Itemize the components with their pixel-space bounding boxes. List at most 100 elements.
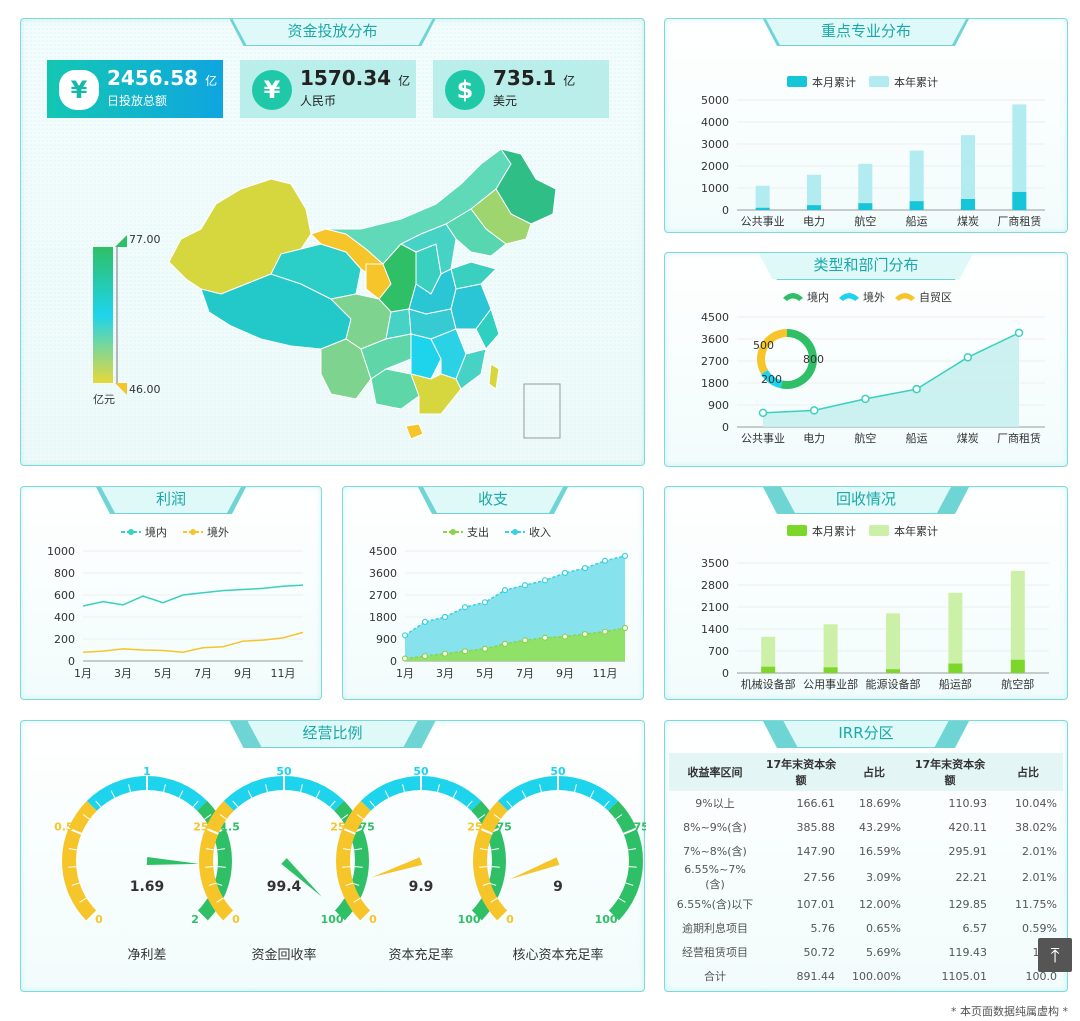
gauge-tick <box>506 800 513 808</box>
gauge-tick <box>369 800 376 808</box>
gauge-band <box>199 800 234 922</box>
y-tick-label: 3600 <box>369 567 397 580</box>
x-tick-label: 电力 <box>803 215 825 228</box>
gauge-tick <box>479 848 488 851</box>
bar-year <box>886 613 900 673</box>
irr-cell: 5.69% <box>866 945 901 959</box>
bar-month <box>1010 659 1025 673</box>
profit-chart: 境内 境外 0 200 400 600 800 1000 1月 3月 5月 7月 9月 11月 <box>47 525 304 680</box>
gauge-tick <box>623 827 637 835</box>
x-tick-label: 7月 <box>516 667 534 680</box>
funds-panel-title: 资金投放分布 <box>232 19 432 45</box>
y-tick-label: 5000 <box>701 94 729 107</box>
irr-panel-title: IRR分区 <box>783 721 948 747</box>
arrow-up-icon: ⤒ <box>1050 943 1060 967</box>
irr-row: 逾期利息项目 5.76 0.65% 6.57 0.59% <box>669 916 1063 940</box>
region-shandong <box>450 261 497 290</box>
gauge-pointer <box>509 857 560 880</box>
bar-year <box>961 135 975 210</box>
y-tick-label: 700 <box>708 645 729 658</box>
irr-cell: 11.75% <box>1015 897 1057 911</box>
irr-header: 17年末资本余额 <box>907 753 993 791</box>
bar-year <box>755 185 770 210</box>
irr-table: 收益率区间 17年末资本余额 占比 17年末资本余额 占比 9%以上 166.61… <box>669 753 1063 988</box>
irr-cell: 1105.01 <box>941 969 988 983</box>
gauge-tick-label: 50 <box>413 765 429 778</box>
gauge-tick <box>437 784 440 793</box>
gauge-tick <box>384 790 390 798</box>
area-fill <box>763 332 1019 427</box>
data-point <box>521 637 529 644</box>
gauge-band <box>336 800 371 922</box>
gauge-tick <box>615 814 623 820</box>
x-tick-label: 3月 <box>436 667 454 680</box>
dept-panel-title: 类型和部门分布 <box>758 253 973 279</box>
irr-cell: 2.01% <box>1022 871 1057 884</box>
irr-cell: 3.09% <box>866 871 901 884</box>
y-tick-label: 1000 <box>701 182 729 195</box>
stat-usd-value: 735.1 <box>493 66 557 90</box>
data-point <box>441 613 449 621</box>
y-tick-label: 0 <box>722 421 729 434</box>
gauge-tick <box>208 882 217 886</box>
gauge-tick <box>82 814 90 820</box>
gauge-tick-label: 1 <box>143 765 151 778</box>
back-to-top-button[interactable]: ⤒ <box>1038 938 1072 972</box>
gauge-name: 净利差 <box>127 948 166 963</box>
bar-year <box>948 592 963 673</box>
y-tick-label: 2000 <box>701 160 729 173</box>
gauge-tick <box>110 790 116 798</box>
x-tick-label: 公共事业 <box>741 215 785 228</box>
irr-cell: 129.85 <box>948 897 988 911</box>
irr-cell: 经营租赁项目 <box>682 946 748 959</box>
y-tick-label: 0 <box>722 204 729 217</box>
bar-month <box>961 199 975 210</box>
gauge-tick <box>491 866 500 868</box>
recovery-chart: 本月累计 本年累计 0 700 1400 2100 2800 3500 机械设备部 公用事业部 能源… <box>701 524 1049 691</box>
irr-cell: 7%~8%(含) <box>683 845 747 858</box>
gauge-tick-label: 50 <box>550 765 566 778</box>
bar-year <box>858 163 873 210</box>
ratio-panel-title: 经营比例 <box>247 721 417 747</box>
y-tick-label: 3600 <box>701 333 729 346</box>
gauge-tick <box>217 866 226 868</box>
y-tick-label: 800 <box>54 567 75 580</box>
gauge-tick <box>333 910 345 922</box>
irr-cell: 2.01% <box>1022 844 1057 858</box>
data-point <box>601 628 609 635</box>
map-legend-min: 46.00 <box>129 383 161 396</box>
irr-header: 17年末资本余额 <box>761 753 841 791</box>
bar-month <box>909 201 924 210</box>
gauge-tick <box>204 814 212 820</box>
region-fujian <box>455 348 487 390</box>
donut-label: 800 <box>803 353 824 366</box>
gauge-tick <box>470 910 482 922</box>
region-guangdong <box>410 373 462 415</box>
gauge-tick <box>219 814 227 820</box>
gauge-tick <box>354 866 363 868</box>
gauge-value: 9.9 <box>409 879 434 895</box>
gauge-value: 99.4 <box>267 879 302 895</box>
series-line <box>404 555 626 636</box>
irr-row: 6.55%(含)以下 107.01 12.00% 129.85 11.75% <box>669 892 1063 916</box>
gauge-tick <box>539 784 542 793</box>
stat-rmb-unit: 亿 <box>398 74 411 88</box>
gauge-tick <box>192 800 199 808</box>
x-tick-label: 9月 <box>556 667 574 680</box>
gauge-tick <box>71 882 80 886</box>
data-point <box>963 353 973 362</box>
region-heilongjiang <box>495 148 557 225</box>
irr-cell: 110.93 <box>948 796 988 810</box>
gauge-tick-label: 100 <box>321 913 344 926</box>
gauge-tick <box>479 866 488 868</box>
legend-label: 境外 <box>863 290 885 304</box>
irr-cell: 100.0 <box>1025 969 1058 983</box>
stat-total-label: 日投放总额 <box>107 94 168 108</box>
data-point <box>758 408 768 418</box>
data-point <box>621 552 629 559</box>
dept-panel: 类型和部门分布 境内 境外 自贸区 0 900 1800 2700 3600 4500 公共事业 电… <box>664 252 1068 467</box>
gauge-tick <box>300 784 303 793</box>
data-point <box>621 624 629 632</box>
gauge-band <box>608 800 643 922</box>
